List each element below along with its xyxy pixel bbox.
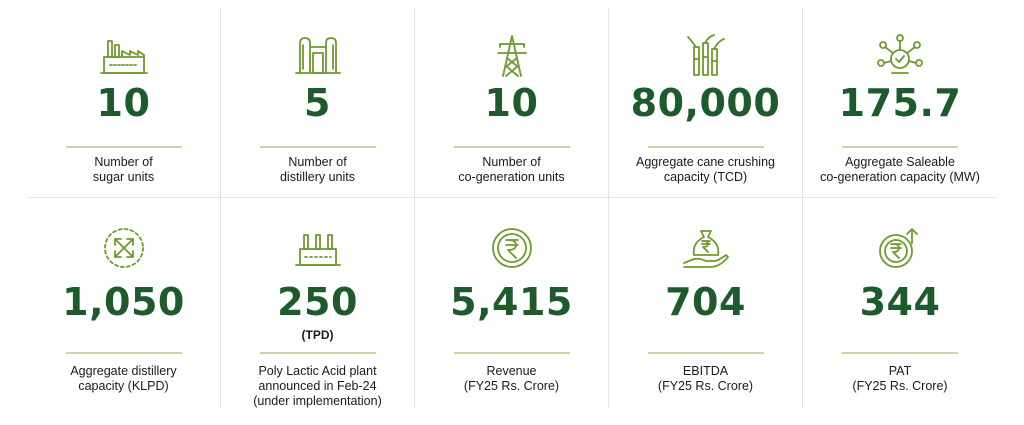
stat-card-distillery-capacity: 1,050 Aggregate distillery capacity (KLP…	[27, 198, 221, 408]
stat-label: Aggregate distillery capacity (KLPD)	[70, 364, 177, 393]
stat-label: Aggregate cane crushing capacity (TCD)	[636, 155, 775, 184]
distillery-icon	[292, 33, 344, 79]
divider	[259, 146, 376, 148]
stat-unit: (TPD)	[301, 328, 334, 342]
stat-card-saleable-capacity: 175.7 Aggregate Saleable co-generation c…	[803, 8, 997, 198]
stat-value: 10	[96, 81, 151, 125]
stat-card-distillery-units: 5 Number of distillery units	[221, 8, 415, 198]
stat-card-pat: 344 PAT (FY25 Rs. Crore)	[803, 198, 997, 408]
divider	[647, 352, 764, 354]
divider	[259, 352, 376, 354]
divider	[453, 146, 570, 148]
expand-arrows-icon	[98, 225, 150, 271]
divider	[647, 146, 764, 148]
factory-icon	[98, 33, 150, 79]
stat-value: 1,050	[62, 280, 185, 324]
plant-icon	[292, 225, 344, 271]
stat-label: PAT (FY25 Rs. Crore)	[852, 364, 948, 393]
stat-label: Aggregate Saleable co-generation capacit…	[820, 155, 980, 184]
stat-card-sugar-units: 10 Number of sugar units	[27, 8, 221, 198]
rupee-growth-icon	[874, 225, 926, 271]
rupee-coin-icon	[486, 225, 538, 271]
stat-label: EBITDA (FY25 Rs. Crore)	[657, 364, 754, 393]
stat-value: 250	[277, 280, 358, 324]
money-bag-hand-icon	[680, 225, 732, 271]
stat-card-cogeneration-units: 10 Number of co-generation units	[415, 8, 609, 198]
stat-value: 175.7	[838, 81, 962, 125]
stat-value: 5,415	[450, 280, 573, 324]
stat-card-pla-plant: 250 (TPD) Poly Lactic Acid plant announc…	[221, 198, 415, 408]
stat-value: 344	[859, 280, 941, 324]
stat-label: Revenue (FY25 Rs. Crore)	[463, 364, 560, 393]
stat-card-revenue: 5,415 Revenue (FY25 Rs. Crore)	[415, 198, 609, 408]
stat-label: Number of sugar units	[92, 155, 155, 184]
stat-card-cane-crushing: 80,000 Aggregate cane crushing capacity …	[609, 8, 803, 198]
divider	[842, 146, 958, 148]
stat-card-ebitda: 704 EBITDA (FY25 Rs. Crore)	[609, 198, 803, 408]
sugarcane-icon	[680, 33, 732, 79]
stat-label: Number of distillery units	[279, 155, 356, 184]
transmission-tower-icon	[486, 33, 538, 79]
divider	[65, 146, 182, 148]
stat-value: 10	[484, 81, 539, 125]
stat-value: 5	[304, 81, 331, 125]
stat-value: 704	[665, 280, 746, 324]
stat-label: Number of co-generation units	[458, 155, 565, 184]
divider	[65, 352, 182, 354]
stats-grid: 10 Number of sugar units 5 Number of dis…	[27, 8, 997, 408]
stat-value: 80,000	[630, 81, 781, 125]
network-gear-icon	[874, 33, 926, 79]
divider	[842, 352, 958, 354]
divider	[453, 352, 570, 354]
stat-label: Poly Lactic Acid plant announced in Feb-…	[253, 364, 382, 408]
